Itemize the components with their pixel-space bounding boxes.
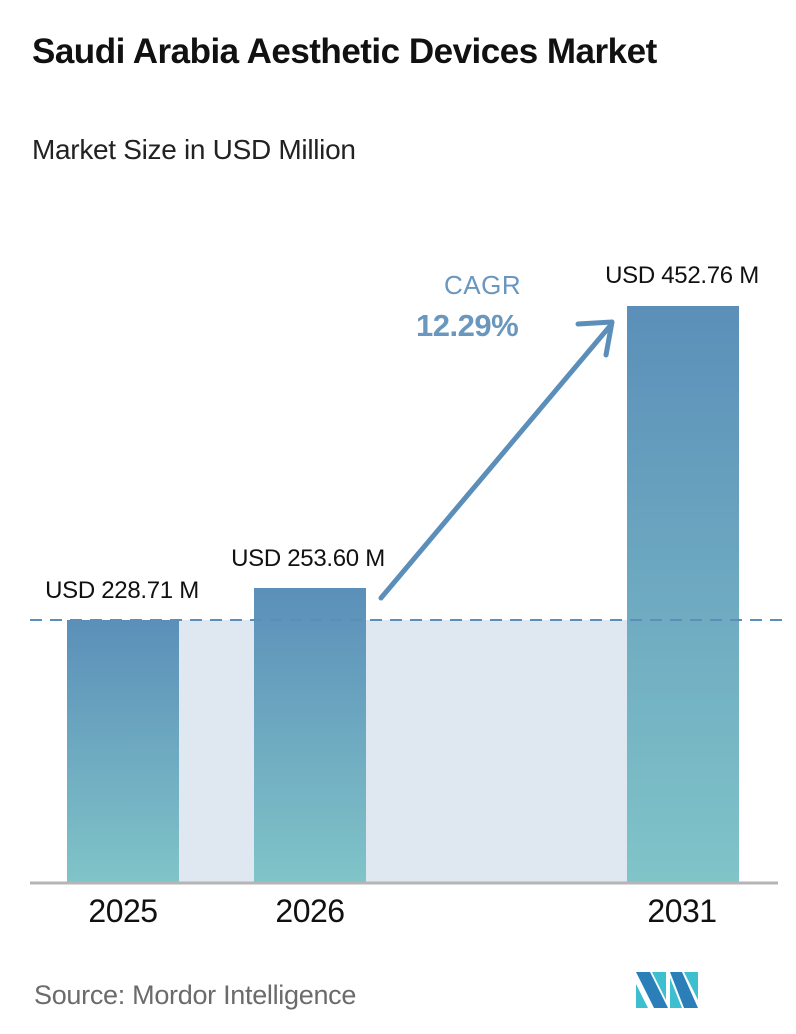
mordor-intelligence-logo-icon [636,972,698,1008]
bar-2025 [67,620,179,882]
source-text: Source: Mordor Intelligence [34,980,357,1010]
bar-label-2031: USD 452.76 M [605,262,759,289]
cagr-value: 12.29% [416,308,519,343]
x-label-2025: 2025 [88,893,158,929]
bar-label-2025: USD 228.71 M [45,577,199,604]
cagr-label: CAGR [444,270,522,300]
chart-subtitle: Market Size in USD Million [32,134,356,165]
bar-label-2026: USD 253.60 M [231,545,385,572]
baseline-band [179,620,627,882]
bar-2031 [627,306,739,882]
x-label-2031: 2031 [647,893,717,929]
x-label-2026: 2026 [275,893,345,929]
bar-2026 [254,588,366,882]
chart-title: Saudi Arabia Aesthetic Devices Market [32,32,657,71]
cagr-arrow-icon [378,319,615,601]
